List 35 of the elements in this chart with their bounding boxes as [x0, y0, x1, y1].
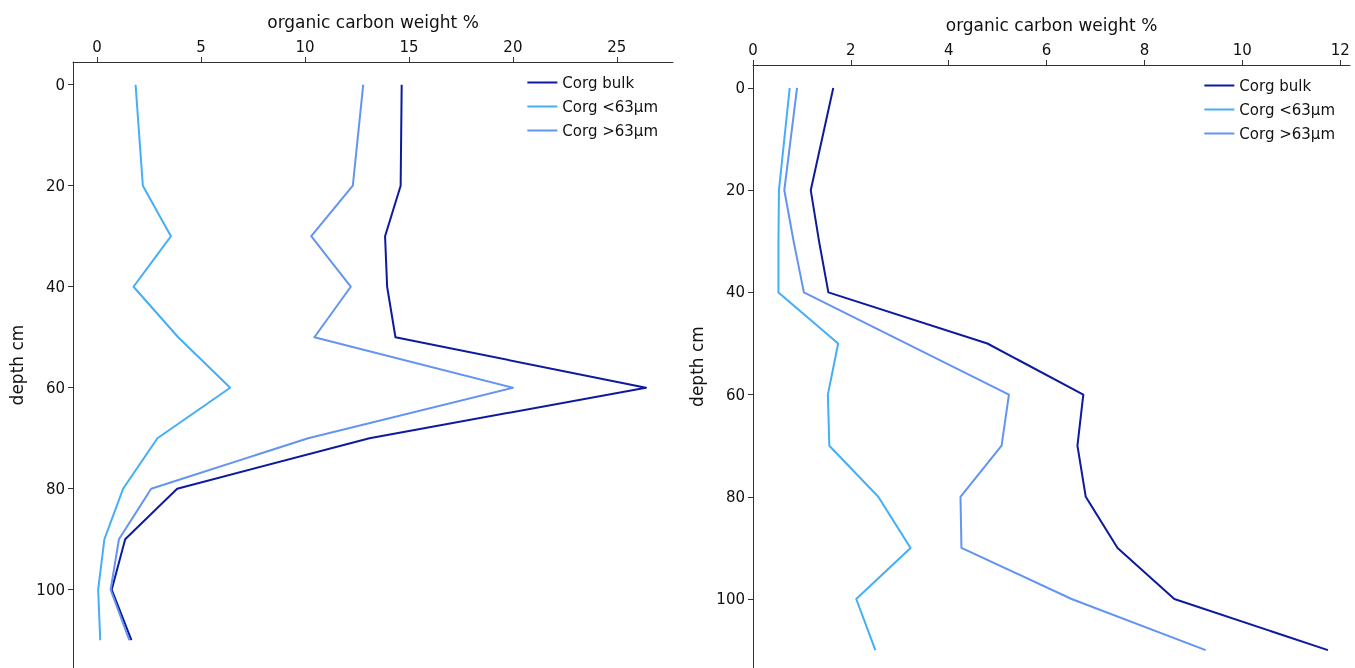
y-tick-label: 100 — [716, 590, 745, 609]
x-tick-label: 25 — [607, 37, 627, 56]
x-tick-label: 15 — [399, 37, 419, 56]
legend-label: Corg <63µm — [562, 97, 658, 116]
x-axis-title: organic carbon weight % — [267, 11, 479, 32]
x-axis-title: organic carbon weight % — [945, 14, 1158, 35]
x-tick-label: 8 — [1139, 40, 1150, 59]
y-tick-label: 100 — [36, 580, 65, 599]
x-tick-label: 6 — [1041, 40, 1052, 59]
y-axis-title: depth cm — [686, 326, 707, 407]
y-axis-title: depth cm — [6, 324, 27, 406]
y-tick-label: 40 — [725, 283, 745, 302]
y-tick-label: 20 — [45, 176, 65, 195]
x-tick-label: 4 — [943, 40, 954, 59]
x-tick-label: 0 — [92, 37, 102, 56]
legend-label: Corg bulk — [562, 73, 635, 92]
x-tick-label: 10 — [1232, 40, 1252, 59]
legend-label: Corg >63µm — [1239, 124, 1335, 143]
x-tick-label: 2 — [846, 40, 856, 59]
x-tick-label: 5 — [196, 37, 206, 56]
x-tick-label: 10 — [295, 37, 315, 56]
y-tick-label: 40 — [45, 277, 65, 296]
legend-label: Corg bulk — [1239, 76, 1312, 95]
legend-label: Corg <63µm — [1239, 100, 1335, 119]
y-tick-label: 20 — [725, 181, 745, 200]
x-tick-label: 20 — [503, 37, 523, 56]
legend-label: Corg >63µm — [562, 121, 658, 140]
y-tick-label: 80 — [725, 487, 745, 506]
x-tick-label: 0 — [748, 40, 758, 59]
y-tick-label: 80 — [45, 479, 65, 498]
y-tick-label: 60 — [45, 378, 65, 397]
y-tick-label: 0 — [55, 75, 65, 94]
y-tick-label: 60 — [725, 385, 745, 404]
x-tick-label: 12 — [1330, 40, 1350, 59]
y-tick-label: 0 — [735, 79, 745, 97]
